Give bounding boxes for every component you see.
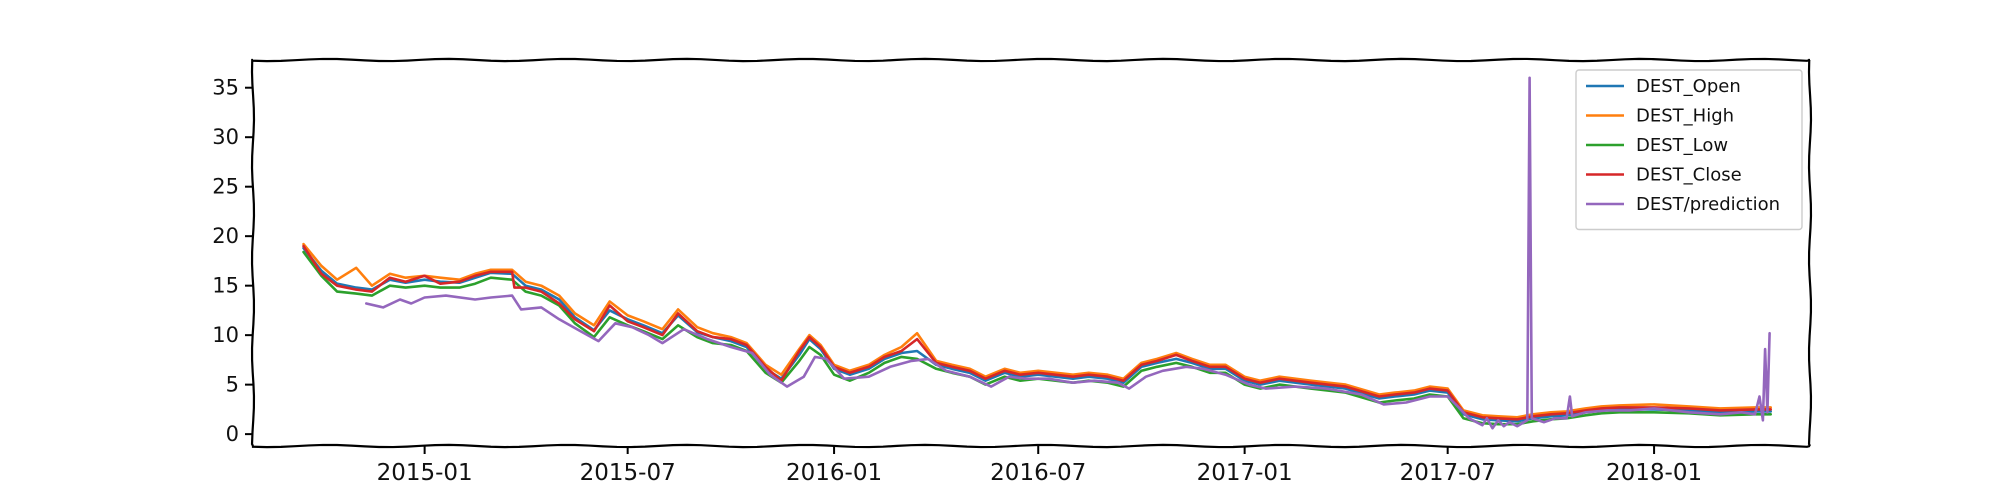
x-tick-label: 2017-01 [1197, 460, 1293, 486]
y-tick-label: 35 [212, 76, 239, 100]
x-tick-label: 2018-01 [1606, 460, 1702, 486]
x-tick-label: 2016-07 [990, 460, 1086, 486]
plot-border-right [1807, 58, 1813, 447]
legend-label: DEST_High [1636, 106, 1734, 127]
legend-label: DEST_Open [1636, 76, 1741, 97]
legend-label: DEST_Close [1636, 165, 1742, 186]
y-tick-label: 25 [212, 175, 239, 199]
series-layer [302, 76, 1772, 430]
x-tick-label: 2015-01 [377, 460, 473, 486]
plot-border-top [251, 57, 1811, 63]
y-tick-label: 20 [212, 224, 239, 248]
x-axis: 2015-01 2015-07 2016-01 2016-07 2017-01 2017-… [377, 446, 1702, 486]
series-line-2 [302, 250, 1772, 426]
plot-border-bottom [251, 443, 1811, 449]
x-tick-label: 2016-01 [786, 460, 882, 486]
y-tick-label: 5 [226, 373, 239, 397]
legend: DEST_Open DEST_High DEST_Low DEST_Close DEST… [1575, 69, 1803, 231]
y-tick-label: 0 [226, 422, 239, 446]
legend-box [1575, 69, 1803, 231]
legend-label: DEST_Low [1636, 135, 1728, 156]
series-line-0 [302, 246, 1772, 423]
series-line-3 [302, 244, 1772, 421]
legend-label: DEST/prediction [1636, 194, 1780, 215]
x-tick-label: 2015-07 [580, 460, 676, 486]
y-tick-label: 30 [212, 125, 239, 149]
series-line-1 [302, 242, 1772, 419]
series-line-4 [365, 76, 1771, 430]
plot-border-left [250, 58, 256, 447]
plot-frame [250, 57, 1813, 449]
x-tick-label: 2017-07 [1400, 460, 1496, 486]
y-axis: 0 5 10 15 20 25 30 35 [212, 76, 253, 446]
y-tick-label: 10 [212, 323, 239, 347]
y-tick-label: 15 [212, 274, 239, 298]
